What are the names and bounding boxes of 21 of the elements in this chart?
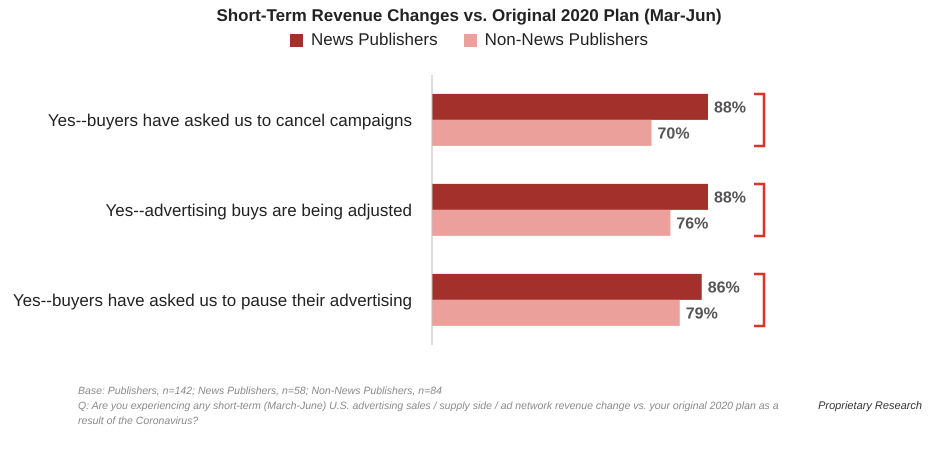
- text: Q: Are you experiencing any short-term (March-June) U.S. advertising sales / supply side / ad network revenue change vs. your original 2020 plan as a result of the Coronavirus?: [78, 399, 780, 429]
- y-tick-label: Yes--buyers have asked us to pause their advertising: [12, 291, 412, 310]
- data-label: 70%: [658, 126, 690, 143]
- data-label: 88%: [714, 190, 746, 207]
- legend-label: Non-News Publishers: [484, 30, 648, 50]
- bar: [432, 94, 708, 120]
- y-tick-label: Yes--advertising buys are being adjusted: [105, 201, 412, 220]
- data-label: 79%: [686, 306, 718, 323]
- bar: [432, 120, 652, 146]
- data-label: 86%: [708, 280, 740, 297]
- bar: [432, 184, 708, 210]
- bar: [432, 274, 702, 300]
- text: Base: Publishers, n=142; News Publishers, n=58; Non-News Publishers, n=84: [78, 384, 443, 399]
- data-label: 76%: [676, 216, 708, 233]
- text: Proprietary Research: [818, 400, 922, 412]
- bar: [432, 210, 670, 236]
- legend-label: News Publishers: [310, 30, 438, 50]
- bar: [432, 300, 680, 326]
- y-tick-label: Yes--buyers have asked us to cancel campaigns: [48, 111, 412, 130]
- chart-title: Short-Term Revenue Changes vs. Original 2020 Plan (Mar-Jun): [215, 6, 723, 26]
- data-label: 88%: [714, 100, 746, 117]
